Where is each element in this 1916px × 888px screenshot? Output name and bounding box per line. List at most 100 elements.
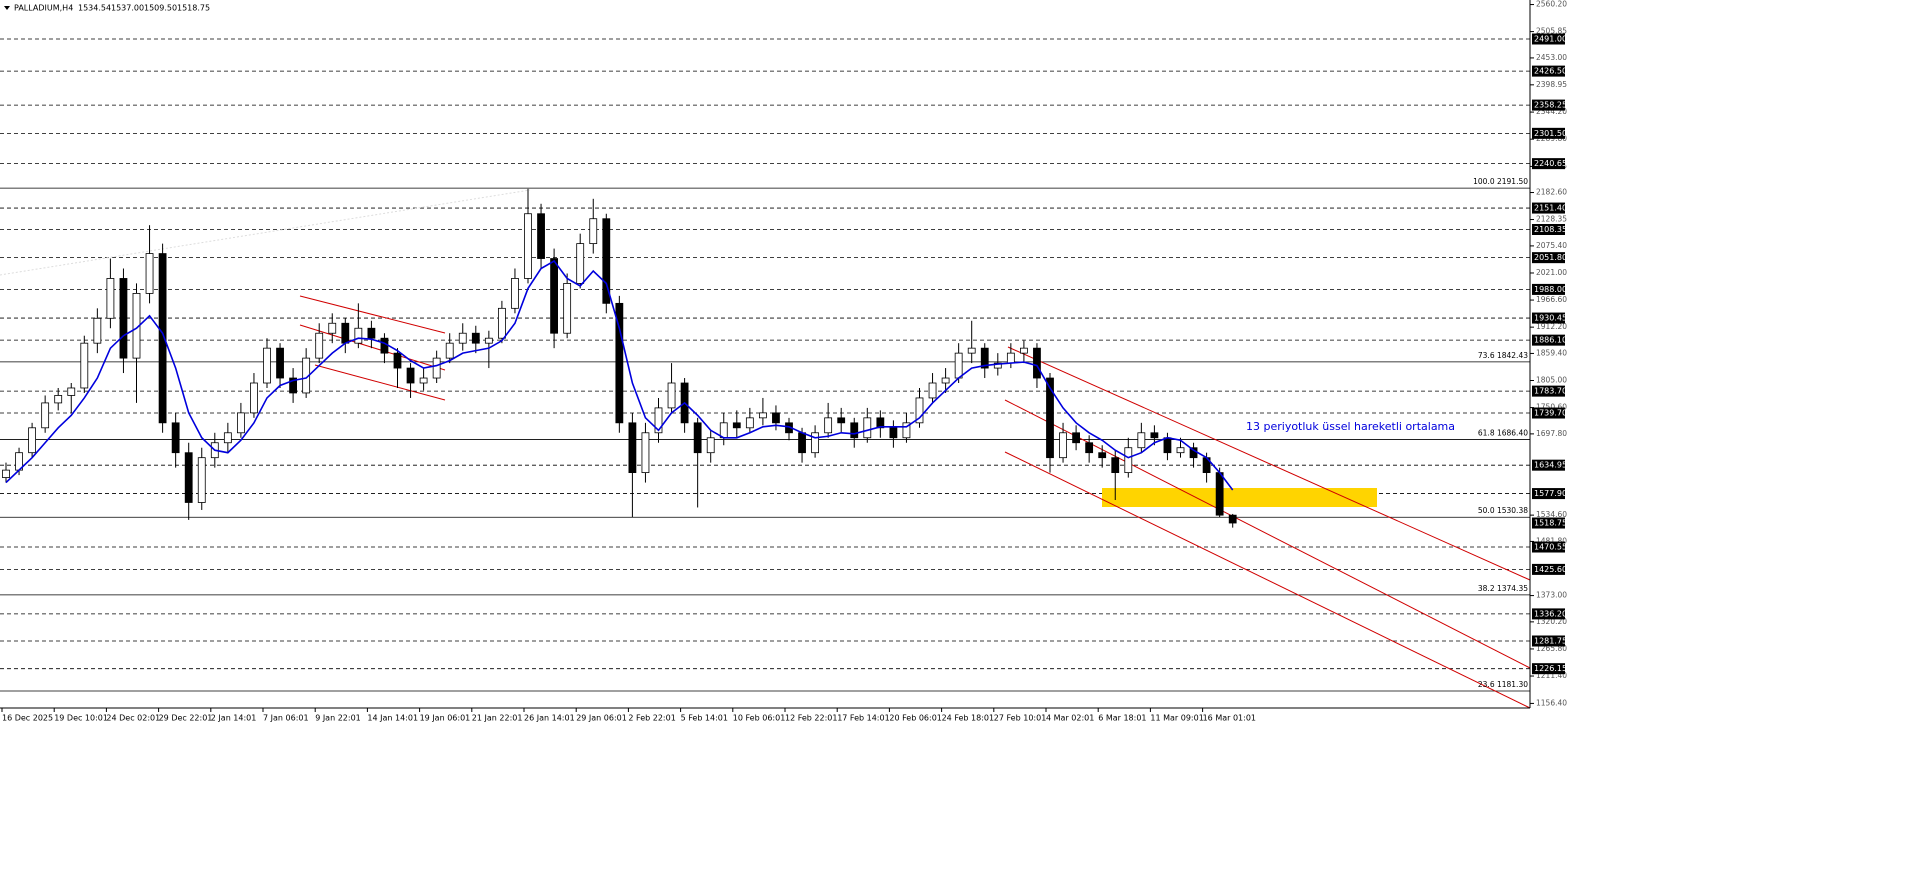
x-tick-label: 14 Jan 14:01 xyxy=(367,714,418,723)
candle-body xyxy=(1215,472,1224,516)
candle-body xyxy=(67,387,76,396)
candle-body xyxy=(745,417,754,429)
x-tick-label: 19 Dec 10:01 xyxy=(54,714,108,723)
candle-body xyxy=(628,422,637,474)
candle-body xyxy=(1006,352,1015,364)
y-tick-label: 1373.00 xyxy=(1536,591,1567,600)
header-value: 1509.50 xyxy=(144,4,177,13)
candle-body xyxy=(354,327,363,344)
candle-body xyxy=(1111,457,1120,474)
candle-body xyxy=(1085,442,1094,454)
y-tick-label: 1211.40 xyxy=(1536,671,1567,680)
candle-body xyxy=(158,253,167,424)
fib-label: 100.0 2191.50 xyxy=(1473,177,1528,186)
candle-body xyxy=(850,422,859,439)
candle-body xyxy=(145,253,154,294)
level-box xyxy=(1532,283,1565,295)
level-label: 2426.50 xyxy=(1534,67,1567,76)
level-label: 2301.50 xyxy=(1534,129,1567,138)
level-label: 1634.95 xyxy=(1534,461,1567,470)
candle-body xyxy=(380,337,389,354)
y-tick-label: 2075.40 xyxy=(1536,241,1567,250)
candle-body xyxy=(1150,432,1159,439)
channel-line xyxy=(299,295,446,334)
candle-body xyxy=(511,278,519,309)
fib-label: 23.6 1181.30 xyxy=(1478,680,1528,689)
y-tick-label: 2505.85 xyxy=(1536,27,1567,36)
candle-body xyxy=(119,278,128,359)
fib-label: 61.8 1686.40 xyxy=(1478,429,1528,438)
candle-body xyxy=(706,437,715,454)
candle-body xyxy=(589,218,598,245)
x-tick-label: 11 Mar 09:01 xyxy=(1150,714,1203,723)
candle-body xyxy=(484,337,493,344)
candle-body xyxy=(393,352,402,369)
x-tick-label: 29 Dec 22:01 xyxy=(159,714,213,723)
level-label: 2051.80 xyxy=(1534,253,1567,262)
x-tick-label: 21 Jan 22:01 xyxy=(472,714,523,723)
level-box xyxy=(1532,407,1565,419)
level-label: 1577.90 xyxy=(1534,489,1567,498)
x-tick-label: 26 Jan 14:01 xyxy=(524,714,575,723)
level-label: 2151.40 xyxy=(1534,204,1567,213)
candle-body xyxy=(471,332,480,344)
channel-line xyxy=(314,364,446,401)
level-box xyxy=(1532,202,1565,214)
candle-body xyxy=(902,422,911,439)
level-label: 1226.15 xyxy=(1534,664,1567,673)
x-tick-label: 27 Feb 10:01 xyxy=(994,714,1046,723)
level-box xyxy=(1532,252,1565,264)
candle-body xyxy=(667,382,676,409)
candle-body xyxy=(80,342,89,389)
level-box xyxy=(1532,33,1565,45)
candle-body xyxy=(1059,432,1067,459)
level-label: 1336.20 xyxy=(1534,609,1567,618)
x-tick-label: 2 Jan 14:01 xyxy=(211,714,257,723)
x-tick-label: 20 Feb 06:01 xyxy=(889,714,941,723)
candle-body xyxy=(602,218,611,304)
y-tick-label: 1320.20 xyxy=(1536,617,1567,626)
level-box xyxy=(1532,127,1565,139)
candles xyxy=(2,188,1237,528)
channel-line xyxy=(1004,451,1531,709)
channel-line xyxy=(299,324,446,371)
level-box xyxy=(1532,334,1565,346)
candle-body xyxy=(2,469,10,478)
candle-body xyxy=(524,213,532,279)
x-tick-label: 16 Dec 2025 xyxy=(2,714,53,723)
candle-body xyxy=(537,213,545,259)
level-box xyxy=(1532,385,1565,397)
y-tick-label: 2182.60 xyxy=(1536,188,1567,197)
candle-body xyxy=(928,382,937,399)
candle-body xyxy=(1046,377,1054,459)
level-label: 1988.00 xyxy=(1534,285,1567,294)
zone xyxy=(1102,488,1377,507)
level-label: 1783.70 xyxy=(1534,387,1567,396)
x-tick-label: 29 Jan 06:01 xyxy=(576,714,627,723)
price-box xyxy=(1532,517,1565,529)
candle-body xyxy=(1176,447,1185,454)
candle-body xyxy=(406,367,415,384)
y-tick-label: 1265.80 xyxy=(1536,644,1567,653)
candle-body xyxy=(811,432,819,454)
level-label: 1886.10 xyxy=(1534,336,1567,345)
candle-body xyxy=(654,407,663,434)
candle-body xyxy=(576,243,585,284)
candle-body xyxy=(1228,514,1237,524)
candle-body xyxy=(889,427,898,439)
level-box xyxy=(1532,663,1565,675)
level-label: 1930.45 xyxy=(1534,314,1567,323)
candle-body xyxy=(106,278,115,319)
ema-line xyxy=(5,259,1234,491)
candle-body xyxy=(1124,447,1133,474)
candle-body xyxy=(184,452,193,503)
candle-body xyxy=(419,377,428,384)
y-tick-label: 2560.20 xyxy=(1536,0,1567,9)
annotation: 13 periyotluk üssel hareketli ortalama xyxy=(1246,420,1455,433)
candle-body xyxy=(550,258,558,334)
menu-triangle xyxy=(4,6,10,10)
candle-body xyxy=(289,377,298,394)
level-box xyxy=(1532,99,1565,111)
